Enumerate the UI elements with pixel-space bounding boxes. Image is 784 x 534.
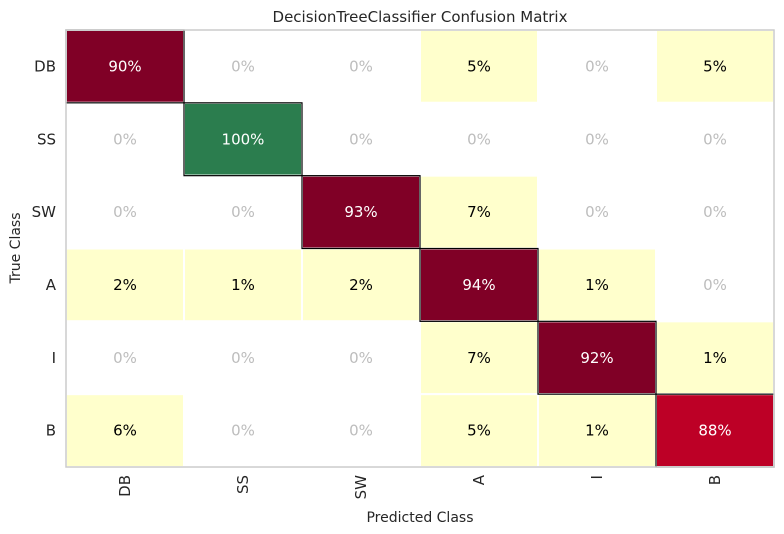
x-tick-label: I [588, 475, 606, 479]
diagonal-cell-outline [537, 320, 657, 395]
heatmap-cell [183, 247, 303, 323]
cell-value-label: 1% [703, 349, 727, 367]
heatmap-cell [301, 393, 421, 468]
cell-value-label: 0% [585, 130, 609, 148]
heatmap-cell [419, 101, 539, 177]
cell-value-label: 0% [113, 130, 137, 148]
heatmap-cell [655, 320, 775, 396]
cell-value-label: 0% [585, 57, 609, 75]
diagonal-cell-outline [301, 175, 421, 250]
heatmap-cell [537, 101, 657, 177]
cell-value-label: 2% [113, 276, 137, 294]
cell-value-label: 0% [349, 57, 373, 75]
cell-value-label: 0% [113, 203, 137, 221]
cell-value-label: 0% [231, 349, 255, 367]
cell-value-label: 0% [113, 349, 137, 367]
diagonal-cell-outline [419, 247, 539, 322]
x-tick-labels: DB SS SW A I B [116, 474, 724, 499]
heatmap-cell [65, 29, 185, 104]
x-tick-label: B [706, 475, 724, 485]
y-axis-label: True Class [8, 212, 24, 284]
chart-title: DecisionTreeClassifier Confusion Matrix [273, 8, 568, 26]
cell-value-label: 1% [585, 276, 609, 294]
cell-value-label: 0% [231, 203, 255, 221]
heatmap-cell [301, 247, 421, 323]
cell-value-label: 90% [108, 57, 141, 75]
cell-value-label: 0% [467, 130, 491, 148]
y-tick-label: I [52, 349, 56, 367]
x-tick-label: DB [116, 475, 134, 497]
cell-value-label: 0% [349, 130, 373, 148]
y-tick-label: B [46, 422, 56, 440]
cell-value-label: 0% [231, 57, 255, 75]
cell-value-label: 0% [349, 349, 373, 367]
heatmap-cell [65, 174, 185, 250]
cell-value-label: 5% [467, 422, 491, 440]
y-tick-labels: DB SS SW A I B [32, 57, 57, 439]
cell-value-label: 92% [580, 349, 613, 367]
heatmap-cell [183, 101, 303, 177]
x-tick-label: A [470, 474, 488, 485]
cell-value-label: 2% [349, 276, 373, 294]
cell-value-label: 0% [703, 203, 727, 221]
heatmap-cell [301, 174, 421, 250]
plot-frame [65, 29, 775, 468]
cell-value-label: 93% [344, 203, 377, 221]
heatmap-cell [183, 174, 303, 250]
y-tick-label: A [46, 276, 57, 294]
cell-value-label: 7% [467, 203, 491, 221]
heatmap-cell [65, 320, 185, 396]
diagonal-cell-outline [183, 102, 303, 177]
heatmap-cell [301, 29, 421, 104]
cell-value-label: 5% [703, 57, 727, 75]
cell-value-label: 6% [113, 422, 137, 440]
x-tick-label: SW [352, 475, 370, 500]
cell-value-label: 0% [231, 422, 255, 440]
cell-value-label: 7% [467, 349, 491, 367]
cell-value-label: 0% [703, 130, 727, 148]
cell-value-label: 88% [698, 422, 731, 440]
cell-value-label: 0% [585, 203, 609, 221]
cell-value-label: 5% [467, 57, 491, 75]
cell-value-label: 100% [222, 130, 265, 148]
cell-value-label: 0% [703, 276, 727, 294]
x-axis-label: Predicted Class [366, 510, 473, 526]
heatmap-cells: 90% 0% 0% 5% 0% 5% 0% 100% 0% 0% 0% 0% 0% 0% 93% 7% 0% 0%… [65, 29, 775, 468]
y-tick-label: DB [34, 57, 56, 75]
heatmap-cell [537, 393, 657, 468]
heatmap-cell [419, 174, 539, 250]
cell-value-label: 0% [349, 422, 373, 440]
heatmap-cell [183, 393, 303, 468]
heatmap-cell [65, 101, 185, 177]
y-tick-label: SW [32, 203, 57, 221]
cell-value-label: 1% [231, 276, 255, 294]
x-tick-label: SS [234, 475, 252, 494]
cell-value-label: 1% [585, 422, 609, 440]
cell-value-label: 94% [462, 276, 495, 294]
y-tick-label: SS [37, 130, 56, 148]
heatmap-cell [301, 101, 421, 177]
